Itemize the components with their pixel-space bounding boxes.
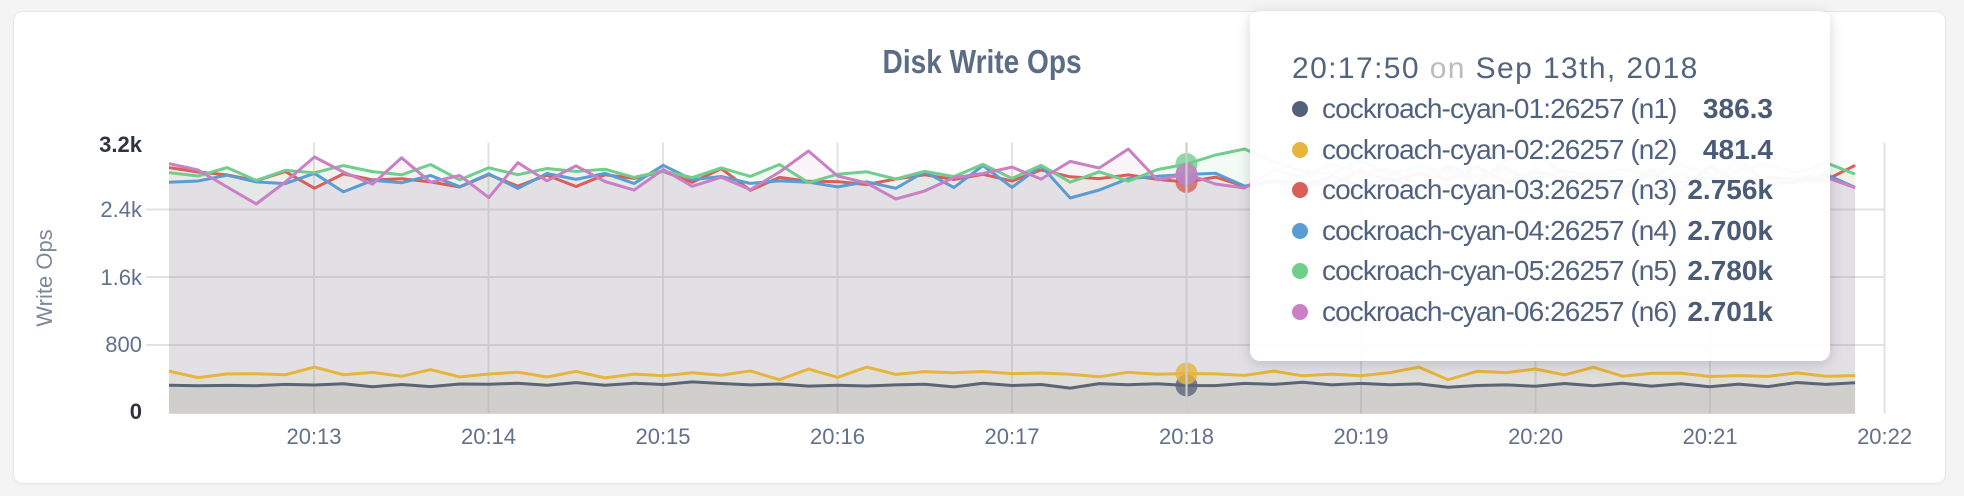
svg-text:20:19: 20:19 [1333, 424, 1388, 449]
svg-text:0: 0 [130, 399, 142, 424]
svg-text:3.2k: 3.2k [99, 132, 143, 157]
svg-text:20:14: 20:14 [461, 424, 516, 449]
svg-text:800: 800 [105, 332, 142, 357]
svg-text:20:13: 20:13 [286, 424, 341, 449]
svg-text:20:16: 20:16 [810, 424, 865, 449]
svg-text:20:21: 20:21 [1683, 424, 1738, 449]
svg-text:20:15: 20:15 [635, 424, 690, 449]
svg-text:20:20: 20:20 [1508, 424, 1563, 449]
svg-text:20:18: 20:18 [1159, 424, 1214, 449]
svg-text:1.6k: 1.6k [100, 265, 143, 290]
svg-text:20:17: 20:17 [984, 424, 1039, 449]
svg-text:20:22: 20:22 [1857, 424, 1912, 449]
svg-text:Write Ops: Write Ops [32, 229, 57, 326]
svg-text:2.4k: 2.4k [100, 197, 143, 222]
